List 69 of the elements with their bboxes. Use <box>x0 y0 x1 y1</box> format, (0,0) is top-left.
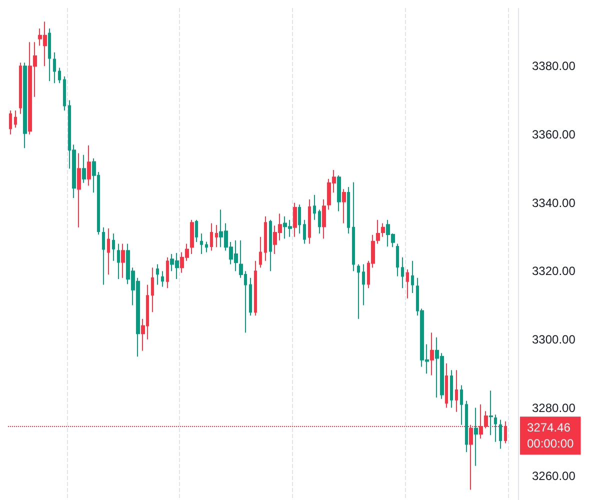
candlestick <box>406 268 409 299</box>
candlestick <box>23 62 27 149</box>
candlestick <box>48 28 51 82</box>
candlestick <box>210 222 213 252</box>
candlestick <box>117 243 120 280</box>
candlestick <box>53 52 56 84</box>
candlestick <box>77 152 81 228</box>
candlestick <box>151 267 154 313</box>
candlestick <box>445 362 448 408</box>
y-tick-label: 3260.00 <box>532 469 576 484</box>
ref-line-label: 3274.46 <box>527 420 571 435</box>
candlestick <box>254 260 257 316</box>
candlestick <box>200 233 203 254</box>
candlestick <box>489 390 493 436</box>
candlestick <box>215 224 218 248</box>
candlestick <box>308 198 311 244</box>
candlestick <box>195 219 198 243</box>
candlestick <box>107 228 110 275</box>
candlestick <box>14 110 17 128</box>
candlestick <box>450 370 453 408</box>
candlestick <box>401 256 404 289</box>
candlestick <box>58 67 61 84</box>
candlestick <box>411 260 414 294</box>
y-tick-label: 3320.00 <box>532 264 576 278</box>
candlestick <box>87 144 91 186</box>
candlestick <box>347 186 350 234</box>
candlestick <box>499 419 502 450</box>
y-tick-label: 3380.00 <box>532 59 576 74</box>
candlestick <box>156 264 159 286</box>
candlestick <box>313 194 316 220</box>
candlestick <box>264 216 267 262</box>
candlestick <box>318 209 321 234</box>
candlestick <box>269 219 272 272</box>
candlestick <box>298 204 301 234</box>
candlestick <box>460 384 463 426</box>
candlestick <box>337 174 341 212</box>
candlestick <box>82 154 86 184</box>
candlestick <box>357 264 360 320</box>
candlestick <box>112 233 115 262</box>
y-tick-label: 3300.00 <box>532 332 576 346</box>
candlestick <box>259 236 262 268</box>
candlestick <box>381 222 385 238</box>
candlestick <box>303 219 306 244</box>
candlestick <box>205 241 208 253</box>
candlestick <box>494 414 497 442</box>
candlestick <box>63 76 66 111</box>
y-tick-label: 3360.00 <box>532 127 576 142</box>
candlestick <box>249 277 252 316</box>
y-tick-label: 3280.00 <box>532 400 576 415</box>
candlestick <box>166 256 169 289</box>
candlestick <box>9 110 12 135</box>
candlestick <box>190 219 194 254</box>
candlestick <box>102 226 105 286</box>
candlestick <box>161 270 164 288</box>
candlestick <box>342 188 346 224</box>
candlestick <box>376 219 380 244</box>
candlestick <box>121 243 125 278</box>
candlestick <box>322 198 326 240</box>
candlestick <box>465 400 468 453</box>
text: 00:00:00 <box>527 436 574 451</box>
candlestick <box>455 370 458 412</box>
candlestick <box>19 62 22 114</box>
candlestick <box>352 182 355 272</box>
candlestick <box>396 243 399 277</box>
candlestick <box>293 202 297 238</box>
candlestick <box>430 332 434 376</box>
candlestick <box>474 407 478 466</box>
y-tick-label: 3340.00 <box>532 196 576 210</box>
candlestick <box>362 264 365 306</box>
